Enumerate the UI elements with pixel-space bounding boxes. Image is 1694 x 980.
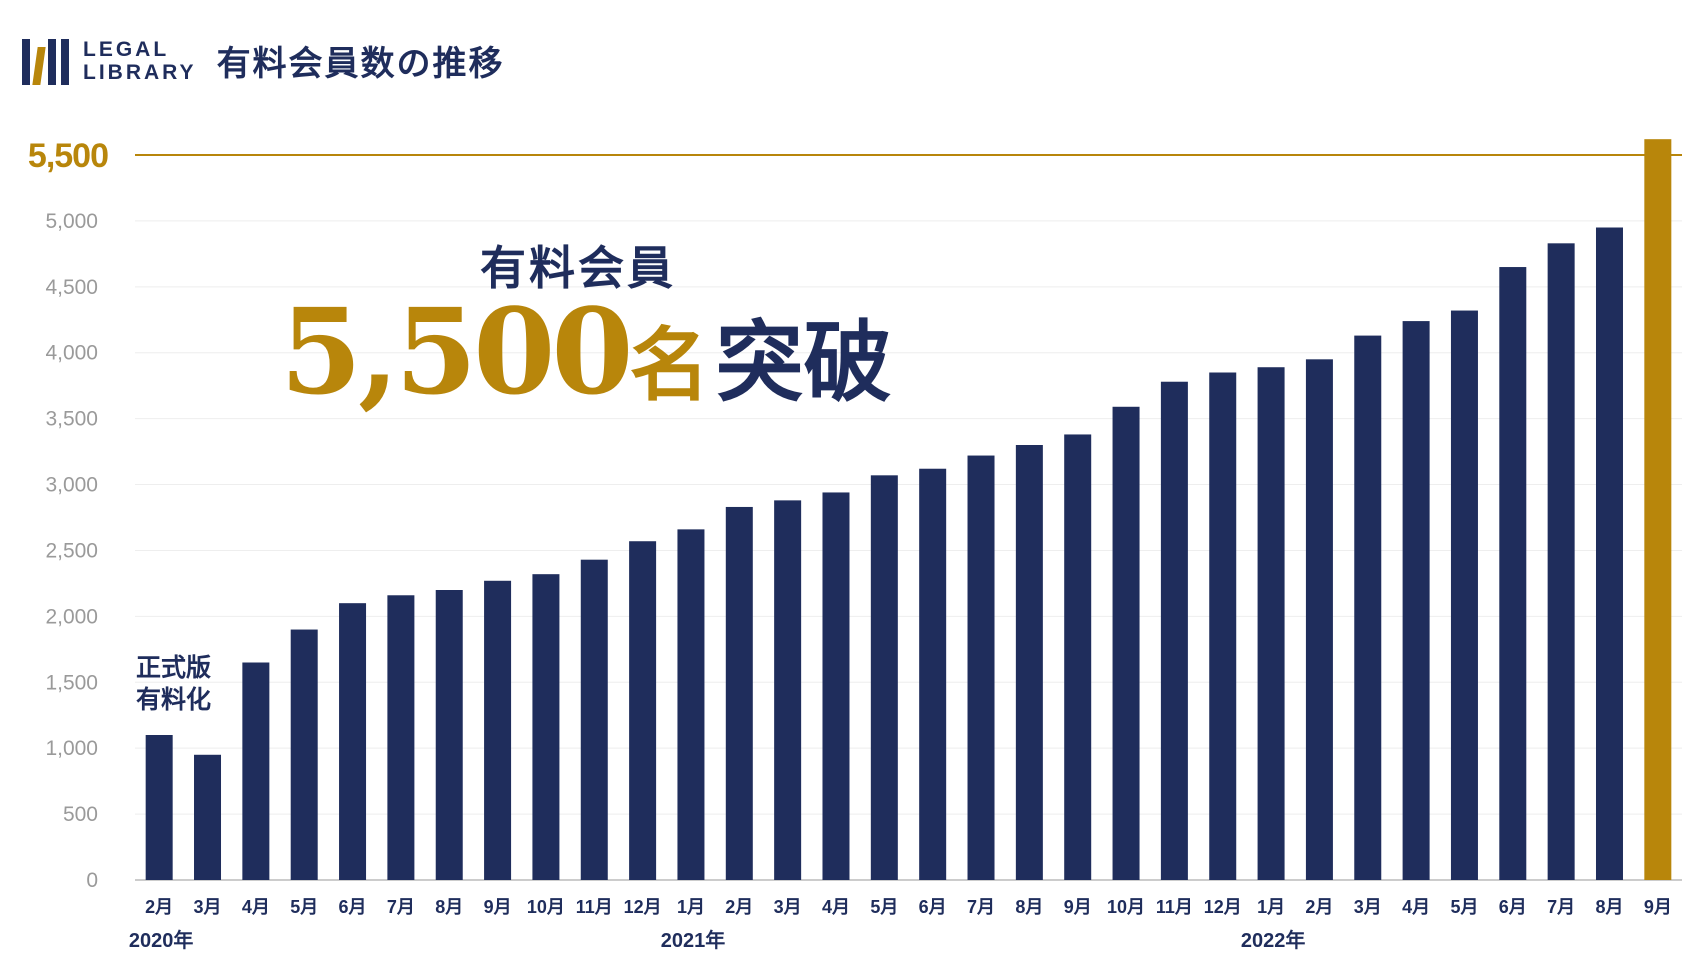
x-tick-label: 7月 — [967, 897, 995, 917]
bar — [1015, 445, 1043, 880]
headline: 5,500名突破 — [280, 282, 892, 421]
y-tick-label: 2,500 — [45, 539, 98, 562]
bar — [629, 541, 657, 880]
logo-bar — [61, 38, 69, 85]
x-tick-label: 8月 — [1595, 897, 1623, 917]
x-tick-label: 10月 — [1107, 897, 1145, 917]
headline-tail: 突破 — [715, 310, 892, 414]
year-label: 2020年 — [129, 928, 194, 952]
y-tick-label: 4,500 — [45, 276, 98, 299]
x-tick-label: 1月 — [677, 897, 705, 917]
x-tick-label: 1月 — [1257, 897, 1285, 917]
bar — [919, 468, 947, 880]
bar — [1305, 359, 1333, 880]
x-tick-label: 7月 — [387, 897, 415, 917]
x-tick-label: 5月 — [870, 897, 898, 917]
headline-subtitle: 有料会員 — [480, 242, 676, 294]
logo-bar — [22, 38, 30, 85]
y-tick-label: 500 — [63, 803, 98, 826]
x-tick-label: 6月 — [919, 897, 947, 917]
bar — [1257, 367, 1285, 880]
annotation: 正式版 有料化 — [136, 652, 211, 716]
x-tick-label: 7月 — [1547, 897, 1575, 917]
y-tick-label: 4,000 — [45, 342, 98, 365]
bar — [145, 735, 173, 880]
x-tick-label: 9月 — [1644, 897, 1672, 917]
bar — [532, 574, 560, 880]
y-tick-label: 1,000 — [45, 737, 98, 760]
bar — [1547, 243, 1575, 880]
bar — [387, 595, 415, 880]
bar — [774, 500, 802, 880]
x-tick-label: 9月 — [484, 897, 512, 917]
x-tick-label: 12月 — [1204, 897, 1242, 917]
bar — [870, 475, 898, 880]
y-tick-label: 1,500 — [45, 671, 98, 694]
x-tick-label: 10月 — [527, 897, 565, 917]
x-tick-label: 6月 — [339, 897, 367, 917]
bar — [484, 580, 512, 880]
x-tick-label: 5月 — [290, 897, 318, 917]
page-title: 有料会員数の推移 — [216, 45, 505, 83]
bar — [1209, 372, 1237, 880]
x-tick-label: 11月 — [576, 897, 613, 917]
headline-unit: 名 — [629, 318, 710, 412]
bar — [290, 629, 318, 880]
y-tick-label: 3,500 — [45, 408, 98, 431]
x-tick-label: 5月 — [1450, 897, 1478, 917]
x-tick-label: 8月 — [1015, 897, 1043, 917]
bar — [1160, 381, 1188, 880]
bar — [1450, 310, 1478, 881]
x-tick-label: 4月 — [242, 897, 270, 917]
y-tick-label: 2,000 — [45, 605, 98, 628]
x-tick-label: 8月 — [435, 897, 463, 917]
headline-number: 5,500 — [280, 282, 633, 421]
y-tick-label: 3,000 — [45, 474, 98, 497]
x-tick-label: 6月 — [1499, 897, 1527, 917]
bar — [677, 529, 705, 880]
bar — [822, 492, 850, 880]
logo-mark — [22, 37, 69, 85]
bar — [339, 603, 367, 880]
bar — [967, 455, 995, 880]
bar — [1354, 335, 1382, 880]
year-label: 2022年 — [1241, 928, 1306, 952]
x-tick-label: 4月 — [1402, 897, 1430, 917]
x-tick-label: 4月 — [822, 897, 850, 917]
x-tick-label: 9月 — [1064, 897, 1092, 917]
logo-text: LEGAL LIBRARY — [83, 38, 197, 84]
bar — [725, 506, 753, 880]
bar — [580, 559, 608, 880]
year-label: 2021年 — [661, 928, 726, 952]
x-tick-label: 12月 — [624, 897, 662, 917]
annotation-line2: 有料化 — [136, 686, 212, 714]
bar — [194, 754, 222, 880]
bar — [1644, 139, 1672, 880]
reference-line-label: 5,500 — [28, 137, 108, 175]
annotation-line1: 正式版 — [136, 654, 212, 682]
x-tick-label: 2月 — [145, 897, 173, 917]
logo-text-line1: LEGAL — [83, 37, 170, 61]
x-tick-label: 3月 — [774, 897, 802, 917]
x-tick-label: 2月 — [725, 897, 753, 917]
x-tick-label: 11月 — [1156, 897, 1193, 917]
x-tick-label: 2月 — [1305, 897, 1333, 917]
y-tick-label: 0 — [86, 869, 98, 892]
bar — [1499, 267, 1527, 881]
bar — [1064, 434, 1092, 880]
header: LEGAL LIBRARY 有料会員数の推移 — [22, 36, 505, 85]
bar — [1595, 227, 1623, 880]
bar — [435, 590, 463, 880]
logo-text-line2: LIBRARY — [83, 60, 197, 84]
x-tick-label: 3月 — [194, 897, 222, 917]
logo-bar — [48, 38, 56, 85]
y-tick-label: 5,000 — [45, 210, 98, 233]
bar — [1402, 321, 1430, 880]
x-tick-label: 3月 — [1354, 897, 1382, 917]
bar — [242, 662, 270, 880]
bar — [1112, 406, 1140, 880]
